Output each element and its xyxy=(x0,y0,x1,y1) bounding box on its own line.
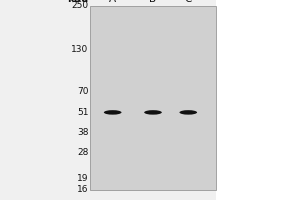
Text: C: C xyxy=(184,0,192,4)
Text: 250: 250 xyxy=(71,1,88,10)
Text: B: B xyxy=(149,0,157,4)
Text: kDa: kDa xyxy=(68,0,88,4)
Text: 16: 16 xyxy=(77,186,88,194)
Ellipse shape xyxy=(179,110,197,115)
Text: 130: 130 xyxy=(71,45,88,54)
Text: 51: 51 xyxy=(77,108,88,117)
Bar xyxy=(90,6,216,190)
Text: A: A xyxy=(109,0,116,4)
Text: 70: 70 xyxy=(77,87,88,96)
Ellipse shape xyxy=(144,110,162,115)
Ellipse shape xyxy=(104,110,122,115)
Text: 28: 28 xyxy=(77,148,88,157)
Text: 19: 19 xyxy=(77,174,88,183)
Bar xyxy=(216,0,300,200)
Text: 38: 38 xyxy=(77,128,88,137)
